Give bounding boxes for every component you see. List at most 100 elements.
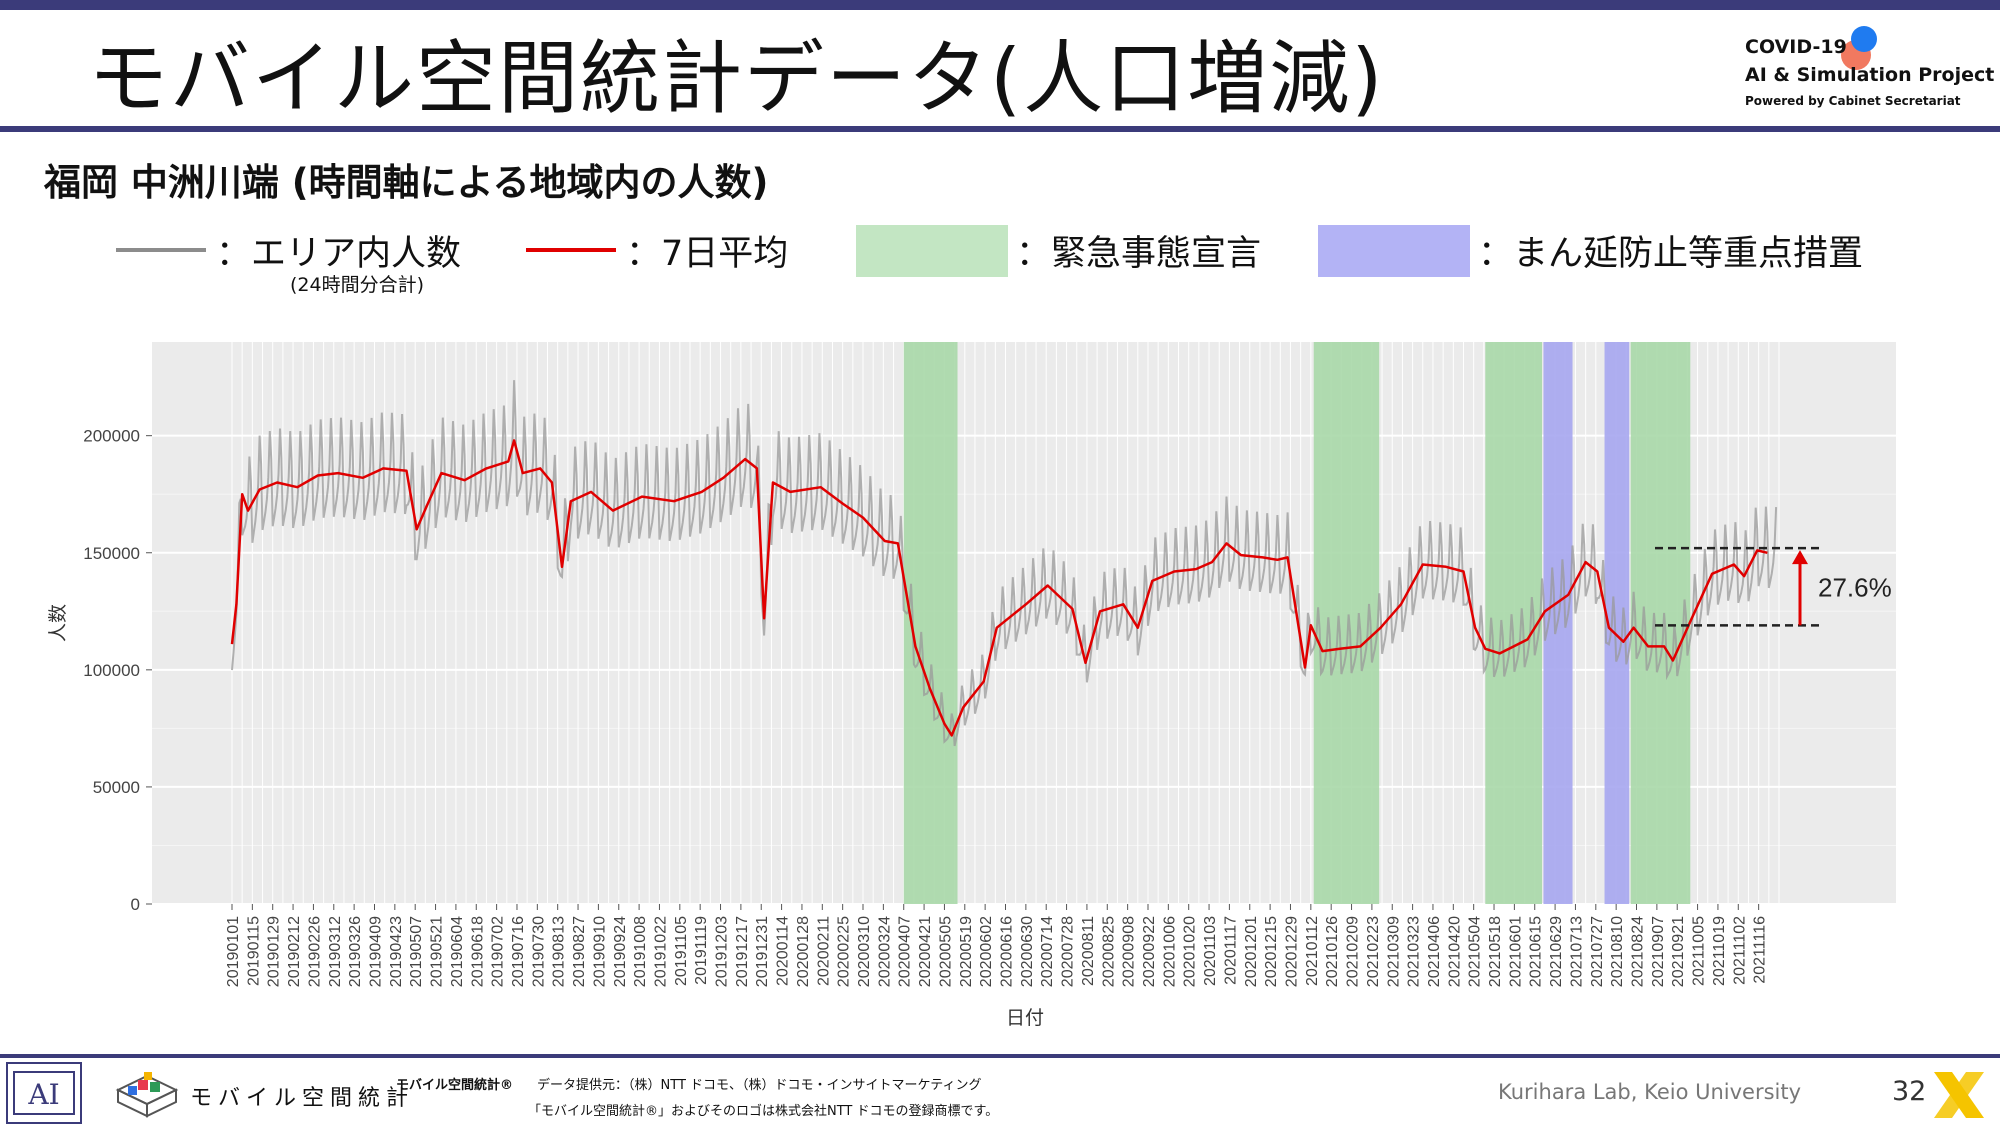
x-tick-label: 20201201 [1243,916,1260,987]
y-tick-label: 150000 [83,544,140,563]
legend-emergency-swatch [856,225,1008,277]
logo-line3: Powered by Cabinet Secretariat [1745,94,1961,108]
x-tick-label: 20200630 [1019,916,1036,987]
x-tick-label: 20210309 [1385,916,1402,987]
x-tick-label: 20190115 [245,916,262,986]
footer-provider-text: データ提供元：（株）NTT ドコモ、（株）ドコモ・インサイトマーケティング [537,1078,982,1093]
y-tick-label: 200000 [83,427,140,446]
legend-avg7-label: ：7日平均 [626,234,789,274]
x-tick-label: 20210629 [1548,916,1565,987]
shaded-period [1485,342,1543,904]
x-tick-label: 20210810 [1609,916,1626,987]
x-tick-label: 20190312 [327,916,344,987]
x-tick-label: 20200225 [836,916,853,987]
x-tick-label: 20190129 [266,916,283,987]
x-tick-label: 20210420 [1446,916,1463,987]
x-tick-label: 20210209 [1345,916,1362,987]
x-tick-label: 20191008 [632,916,649,987]
x-tick-label: 20211019 [1711,916,1728,986]
x-tick-label: 20210713 [1568,916,1585,987]
x-tick-label: 20190423 [388,916,405,987]
x-logo-icon [1934,1072,1984,1118]
x-tick-label: 20200421 [917,916,934,987]
x-tick-label: 20190813 [551,916,568,987]
legend-area-count-label: ：エリア内人数 [216,234,462,274]
x-tick-label: 20190618 [469,916,486,987]
x-tick-label: 20200811 [1080,916,1097,986]
x-tick-label: 20210824 [1630,916,1647,987]
footer-provider: モバイル空間統計® データ提供元：（株）NTT ドコモ、（株）ドコモ・インサイトマ… [396,1074,982,1093]
x-tick-label: 20210112 [1304,916,1321,986]
x-tick-label: 20191022 [652,916,669,987]
x-tick-label: 20190326 [347,916,364,987]
x-axis-label: 日付 [1006,1007,1044,1029]
annotation-label: 27.6% [1818,573,1892,603]
legend-priority-swatch [1318,225,1470,277]
x-tick-label: 20191105 [673,916,690,986]
x-tick-label: 20201020 [1182,916,1199,987]
x-tick-label: 20191203 [714,916,731,987]
x-tick-label: 20191119 [693,916,710,985]
top-accent-bar [0,0,2000,10]
x-tick-label: 20200728 [1060,916,1077,987]
x-tick-label: 20200407 [897,916,914,987]
x-tick-label: 20190409 [367,916,384,987]
x-tick-label: 20190910 [591,916,608,987]
x-tick-label: 20200128 [795,916,812,987]
x-tick-label: 20200505 [937,916,954,987]
x-tick-label: 20211102 [1731,916,1748,985]
lab-logo-text: AI [27,1078,59,1111]
x-tick-label: 20190604 [449,916,466,987]
page-title: モバイル空間統計データ(人口増減) [88,32,1385,125]
logo-blue-dot [1851,26,1877,52]
x-tick-label: 20200602 [978,916,995,987]
x-tick-label: 20190924 [612,916,629,987]
x-tick-label: 20201215 [1263,916,1280,987]
logo-line2: AI & Simulation Project [1745,64,1995,86]
x-tick-label: 20200908 [1121,916,1138,987]
x-tick-label: 20190521 [429,916,446,987]
x-tick-label: 20201229 [1283,916,1300,987]
x-tick-label: 20200922 [1141,916,1158,987]
x-tick-label: 20190507 [408,916,425,987]
population-line-chart: 0 50000 100000 150000 200000 20190101 20190115… [47,342,1896,1029]
legend-area-count-note: (24時間分合計) [290,274,425,296]
x-tick-label: 20200714 [1039,916,1056,987]
covid-project-logo: COVID-19 AI & Simulation Project Powered… [1745,26,1994,116]
x-tick-label: 20190702 [490,916,507,987]
x-tick-label: 20210504 [1467,916,1484,987]
x-tick-label: 20210518 [1487,916,1504,987]
x-tick-label: 20210907 [1650,916,1667,987]
x-tick-label: 20190827 [571,916,588,987]
x-tick-label: 20190716 [510,916,527,987]
series-area-count-line [231,380,1778,747]
footer-lab: Kurihara Lab, Keio University [1498,1080,1802,1104]
x-tick-label: 20200114 [775,916,792,986]
x-tick-label: 20201117 [1222,916,1239,985]
x-tick-label: 20210406 [1426,916,1443,987]
x-tick-label: 20200616 [999,916,1016,987]
x-tick-label: 20190226 [306,916,323,987]
chart-subtitle: 福岡 中洲川端 (時間軸による地域内の人数) [44,161,769,204]
x-tick-label: 20190101 [225,916,242,987]
footer-divider [0,1054,2000,1058]
legend-priority-label: ：まん延防止等重点措置 [1478,234,1864,274]
title-divider [0,126,2000,132]
footer-copy-brand: モバイル空間統計® [396,1078,514,1093]
chart-legend: ：エリア内人数 (24時間分合計) ：7日平均 ：緊急事態宣言 ：まん延防止等重… [0,215,2000,296]
page-number: 32 [1892,1076,1927,1107]
x-tick-label: 20200310 [856,916,873,987]
annotation-arrow-head [1792,550,1808,565]
x-tick-label: 20211116 [1752,916,1769,984]
footer-brand: モバイル空間統計 [190,1086,415,1111]
legend-avg7-swatch [526,248,616,252]
x-tick-label: 20190212 [286,916,303,987]
x-tick-label: 20210727 [1589,916,1606,987]
x-tick-label: 20210921 [1670,916,1687,987]
shaded-period [1630,342,1691,904]
footer-trademark: 「モバイル空間統計®」およびそのロゴは株式会社NTT ドコモの登録商標です。 [528,1104,999,1119]
x-tick-label: 20201006 [1161,916,1178,987]
logo-line1: COVID-19 [1745,36,1847,58]
x-tick-label: 20210615 [1528,916,1545,987]
cube-logo-icon [115,1072,179,1118]
